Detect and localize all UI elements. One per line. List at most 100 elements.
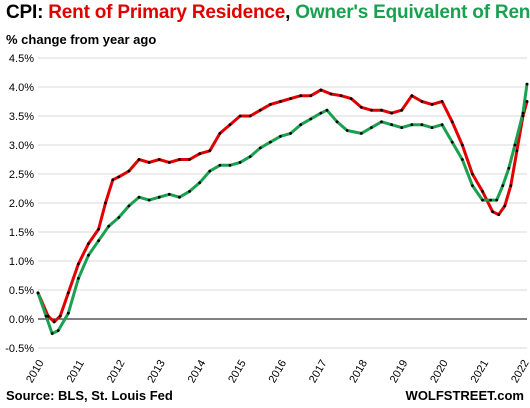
x-tick-label: 2013 <box>145 358 168 385</box>
point-oer <box>481 198 484 202</box>
point-oer <box>238 161 242 164</box>
point-oer <box>370 126 373 129</box>
point-oer <box>507 166 511 170</box>
point-oer <box>50 332 54 335</box>
point-oer <box>359 132 363 135</box>
x-tick-label: 2018 <box>347 358 370 385</box>
point-oer <box>228 163 232 167</box>
title-prefix: CPI: <box>6 2 49 23</box>
point-oer <box>157 195 161 199</box>
point-rent <box>279 100 282 103</box>
x-tick-label: 2022 <box>509 358 530 385</box>
point-oer <box>335 120 339 124</box>
point-rent <box>167 161 171 164</box>
series-line-rent <box>36 88 529 324</box>
title-oer: Owner's Equivalent of Rent <box>295 2 530 23</box>
y-tick-label: 4.0% <box>9 82 34 94</box>
title-rent: Rent of Primary Residence <box>48 2 286 23</box>
x-tick-label: 2017 <box>307 358 330 385</box>
point-oer <box>521 111 525 115</box>
point-oer <box>460 158 464 161</box>
point-oer <box>471 184 474 188</box>
point-rent <box>52 320 56 324</box>
point-oer <box>117 216 121 219</box>
point-oer <box>178 195 181 199</box>
y-tick-label: 3.0% <box>9 140 34 152</box>
point-rent <box>77 262 80 266</box>
point-oer <box>299 123 303 127</box>
point-oer <box>440 123 444 127</box>
y-tick-label: -0.5% <box>5 343 34 355</box>
point-rent <box>521 114 525 118</box>
point-oer <box>147 198 151 202</box>
point-oer <box>400 126 404 129</box>
point-rent <box>58 314 62 318</box>
chart-title: CPI: Rent of Primary Residence, Owner's … <box>6 2 530 24</box>
point-rent <box>309 94 313 98</box>
y-tick-label: 0.5% <box>9 285 34 297</box>
point-rent <box>299 94 303 98</box>
point-rent <box>238 114 242 118</box>
point-rent <box>46 314 50 318</box>
point-rent <box>515 149 519 153</box>
y-tick-label: 0.0% <box>9 314 34 326</box>
point-rent <box>289 97 292 100</box>
point-oer <box>489 198 493 202</box>
point-rent <box>111 178 115 182</box>
y-tick-label: 4.5% <box>9 53 34 65</box>
point-rent <box>440 100 444 103</box>
point-rent <box>178 158 181 161</box>
point-rent <box>137 158 141 161</box>
point-oer <box>87 253 90 257</box>
point-rent <box>218 132 222 135</box>
point-oer <box>495 198 499 202</box>
point-oer <box>97 239 101 243</box>
point-rent <box>471 172 474 176</box>
point-rent <box>497 213 501 217</box>
point-oer <box>319 111 323 115</box>
point-rent <box>248 114 252 118</box>
point-oer <box>513 143 517 147</box>
point-oer <box>218 163 222 167</box>
x-tick-label: 2021 <box>469 358 492 385</box>
point-rent <box>66 291 70 295</box>
point-rent <box>208 149 212 153</box>
point-oer <box>258 146 262 150</box>
x-tick-label: 2019 <box>388 358 411 385</box>
point-rent <box>157 158 161 161</box>
x-tick-label: 2014 <box>186 358 209 385</box>
point-oer <box>309 117 313 121</box>
point-rent <box>420 100 424 103</box>
y-tick-label: 2.0% <box>9 198 34 210</box>
point-oer <box>450 140 454 144</box>
point-rent <box>460 143 464 147</box>
point-oer <box>289 132 292 135</box>
point-oer <box>66 311 70 315</box>
point-rent <box>188 158 191 161</box>
point-oer <box>420 123 424 127</box>
x-tick-label: 2015 <box>226 358 249 385</box>
point-rent <box>147 161 151 164</box>
point-rent <box>198 152 202 156</box>
point-rent <box>509 184 513 188</box>
point-rent <box>525 100 529 103</box>
point-rent <box>390 111 394 115</box>
y-tick-label: 1.0% <box>9 256 34 268</box>
point-oer <box>107 224 111 228</box>
x-tick-label: 2016 <box>267 358 290 385</box>
point-oer <box>56 329 60 332</box>
y-tick-label: 1.5% <box>9 227 34 239</box>
point-rent <box>503 204 507 208</box>
point-oer <box>268 140 272 144</box>
y-tick-label: 3.5% <box>9 111 34 123</box>
point-oer <box>345 129 349 132</box>
point-rent <box>117 175 121 179</box>
point-rent <box>319 88 323 92</box>
point-rent <box>349 97 353 100</box>
point-rent <box>370 108 373 112</box>
point-rent <box>127 169 131 173</box>
point-oer <box>167 192 171 196</box>
x-tick-label: 2010 <box>24 358 47 385</box>
site-credit: WOLFSTREET.com <box>405 388 524 403</box>
